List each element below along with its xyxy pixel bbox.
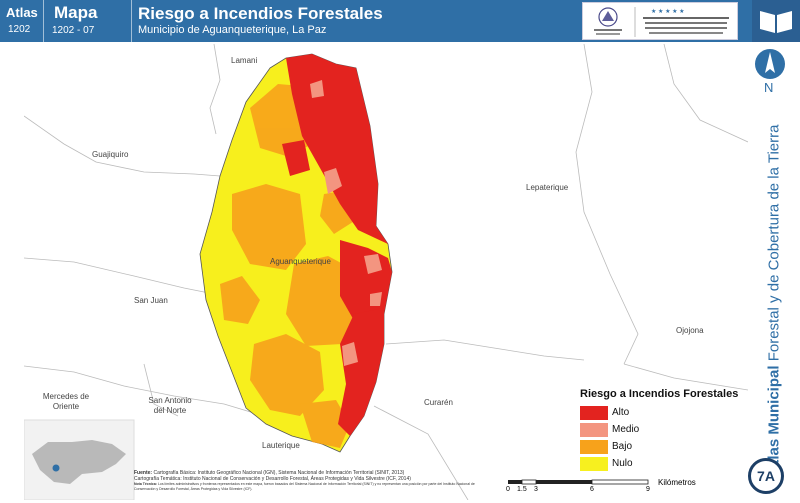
- place-label: San Antonio del Norte: [148, 396, 192, 415]
- svg-text:★ ★ ★ ★ ★: ★ ★ ★ ★ ★: [651, 8, 685, 15]
- place-label: Guajiquiro: [92, 150, 129, 159]
- municipal-boundaries: [24, 44, 748, 500]
- map-sources: Fuente: Cartografía Básica: Instituto Ge…: [134, 470, 494, 491]
- scale-tick: 6: [590, 486, 594, 493]
- legend-label: Alto: [612, 407, 630, 418]
- honduras-inset-icon: [24, 419, 135, 500]
- atlas-vertical-rest: Forestal y de Cobertura de la Tierra: [765, 124, 783, 366]
- scale-tick: 1.5: [517, 486, 527, 493]
- atlas-label: Atlas: [6, 5, 38, 20]
- map-number-badge: 7A: [748, 458, 784, 494]
- legend-swatch: [580, 423, 608, 437]
- legend: Riesgo a Incendios Forestales Alto Medio…: [580, 388, 739, 471]
- north-arrow-icon: [755, 49, 785, 79]
- logos-graphic: ★ ★ ★ ★ ★: [594, 7, 729, 37]
- sources-line-2: Cartografía Temática: Instituto Nacional…: [134, 476, 411, 482]
- page-subtitle: Municipio de Aguanqueterique, La Paz: [138, 24, 327, 36]
- mapa-value: 1202 - 07: [52, 25, 95, 36]
- scale-graphic: [508, 479, 649, 485]
- legend-label: Nulo: [612, 458, 633, 469]
- scale-tick: 3: [534, 486, 538, 493]
- legend-label: Medio: [612, 424, 640, 435]
- place-label: Ojojona: [676, 326, 704, 335]
- place-label: San Juan: [134, 296, 168, 305]
- map-header: Atlas 1202 Mapa 1202 - 07 Riesgo a Incen…: [0, 0, 800, 42]
- open-book-icon: [752, 0, 800, 42]
- atlas-vertical-title: Atlas Municipal Forestal y de Cobertura …: [766, 125, 783, 476]
- legend-title: Riesgo a Incendios Forestales: [580, 388, 739, 400]
- icf-logo-icon: ★ ★ ★ ★ ★: [643, 8, 729, 34]
- atlas-cell: Atlas 1202: [0, 0, 44, 42]
- map-canvas: [24, 44, 748, 500]
- scale-unit: Kilómetros: [658, 478, 696, 487]
- place-label: Lauterique: [262, 441, 300, 450]
- sources-label: Fuente:: [134, 470, 153, 476]
- legend-swatch: [580, 440, 608, 454]
- scale-bar: 0 1.5 3 6 9 Kilómetros: [500, 476, 720, 503]
- place-label: Mercedes de Oriente: [42, 392, 90, 411]
- legend-swatch: [580, 457, 608, 471]
- scale-tick: 9: [646, 486, 650, 493]
- legend-label: Bajo: [612, 441, 633, 452]
- place-label: Lepaterique: [526, 183, 569, 192]
- atlas-value: 1202: [8, 24, 31, 35]
- risk-medio-areas: [310, 80, 382, 366]
- place-label: Lamani: [231, 56, 258, 65]
- place-label: Aguanqueterique: [270, 257, 331, 266]
- place-label: Curarén: [424, 398, 453, 407]
- sources-line-1: Cartografía Básica: Instituto Geográfico…: [153, 470, 405, 476]
- honduras-seal-icon: [594, 7, 622, 35]
- north-label: N: [764, 80, 774, 95]
- note-label: Nota Técnica:: [134, 482, 157, 486]
- side-panel: N: [748, 42, 800, 500]
- institution-logos: ★ ★ ★ ★ ★: [582, 2, 738, 40]
- scale-tick: 0: [506, 486, 510, 493]
- mapa-label: Mapa: [54, 3, 98, 22]
- technical-note: Los límites administrativos y fronteras …: [134, 482, 475, 491]
- mapa-cell: Mapa 1202 - 07: [44, 0, 132, 42]
- page-title: Riesgo a Incendios Forestales: [138, 4, 383, 23]
- legend-swatch: [580, 406, 608, 420]
